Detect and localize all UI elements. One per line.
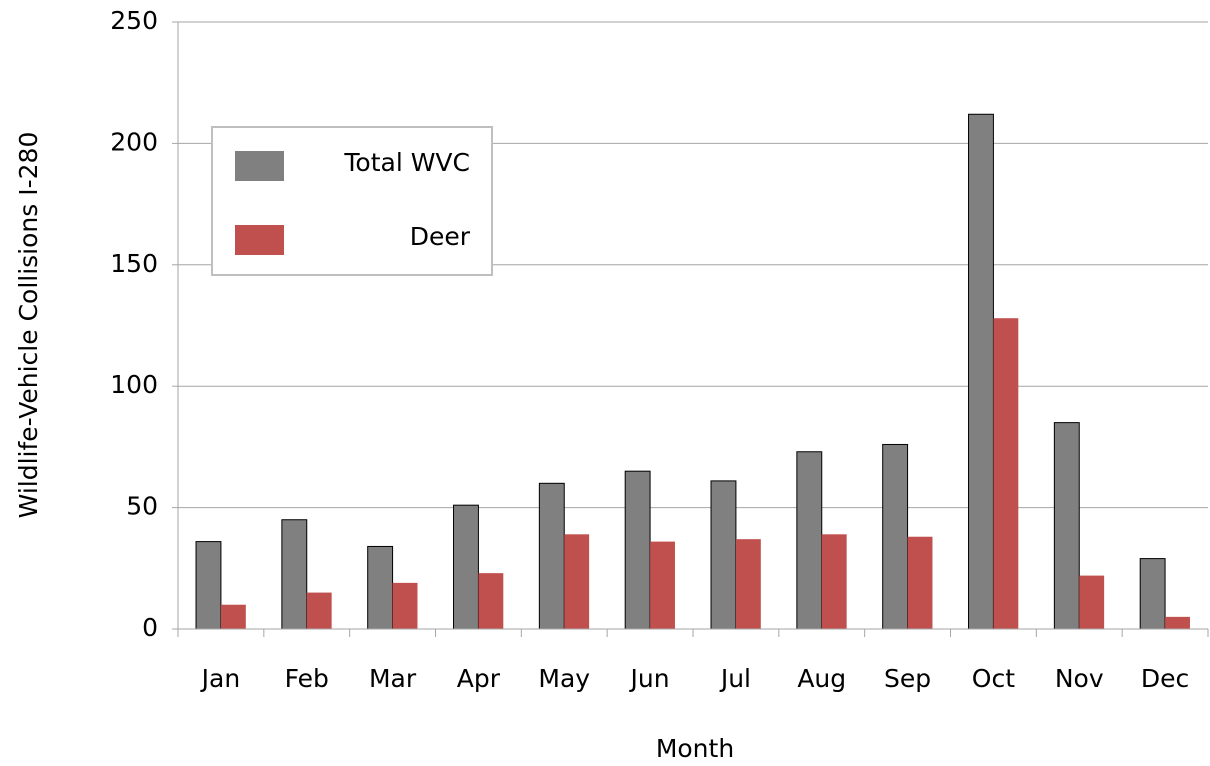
bar	[306, 592, 332, 629]
bar	[735, 539, 761, 629]
bar	[1139, 558, 1166, 630]
bar	[650, 541, 675, 629]
bar	[220, 604, 246, 629]
x-tick-label: Mar	[369, 664, 417, 693]
x-axis-label: Month	[656, 734, 734, 763]
legend-label: Deer	[410, 222, 471, 251]
bar	[392, 582, 418, 629]
bar	[367, 545, 394, 630]
bar	[538, 482, 565, 630]
legend-swatch	[235, 225, 284, 255]
bar	[1079, 575, 1105, 629]
x-tick-label: Apr	[457, 664, 501, 693]
legend-swatch	[235, 151, 284, 181]
x-tick-label: Jun	[629, 664, 670, 693]
x-tick-label: Dec	[1141, 664, 1189, 693]
bar	[882, 443, 909, 630]
bar	[993, 318, 1019, 629]
y-tick-label: 0	[142, 613, 158, 642]
bar	[821, 534, 847, 629]
bar	[478, 573, 504, 629]
x-tick-label: Feb	[285, 664, 329, 693]
bar	[1053, 422, 1080, 630]
bar	[796, 451, 823, 630]
bar	[710, 480, 737, 630]
bar	[968, 113, 994, 630]
y-tick-label: 200	[110, 127, 158, 156]
bar	[624, 470, 651, 630]
x-tick-label: Nov	[1055, 664, 1104, 693]
y-tick-label: 150	[110, 249, 158, 278]
bar	[195, 541, 222, 630]
bar	[281, 519, 308, 630]
x-tick-label: Oct	[972, 664, 1015, 693]
bar	[907, 536, 933, 629]
y-tick-label: 50	[126, 492, 158, 521]
bar	[1165, 616, 1190, 629]
y-tick-label: 100	[110, 370, 158, 399]
x-tick-label: Jul	[719, 664, 751, 693]
x-tick-label: Aug	[797, 664, 846, 693]
y-tick-label: 250	[110, 6, 158, 35]
x-tick-label: May	[538, 664, 590, 693]
x-tick-label: Sep	[884, 664, 931, 693]
x-tick-label: Jan	[200, 664, 241, 693]
legend-label: Total WVC	[343, 148, 470, 177]
y-axis-label: Wildlife-Vehicle Collisions I-280	[14, 132, 43, 519]
bar	[564, 534, 590, 629]
bar	[453, 504, 479, 630]
